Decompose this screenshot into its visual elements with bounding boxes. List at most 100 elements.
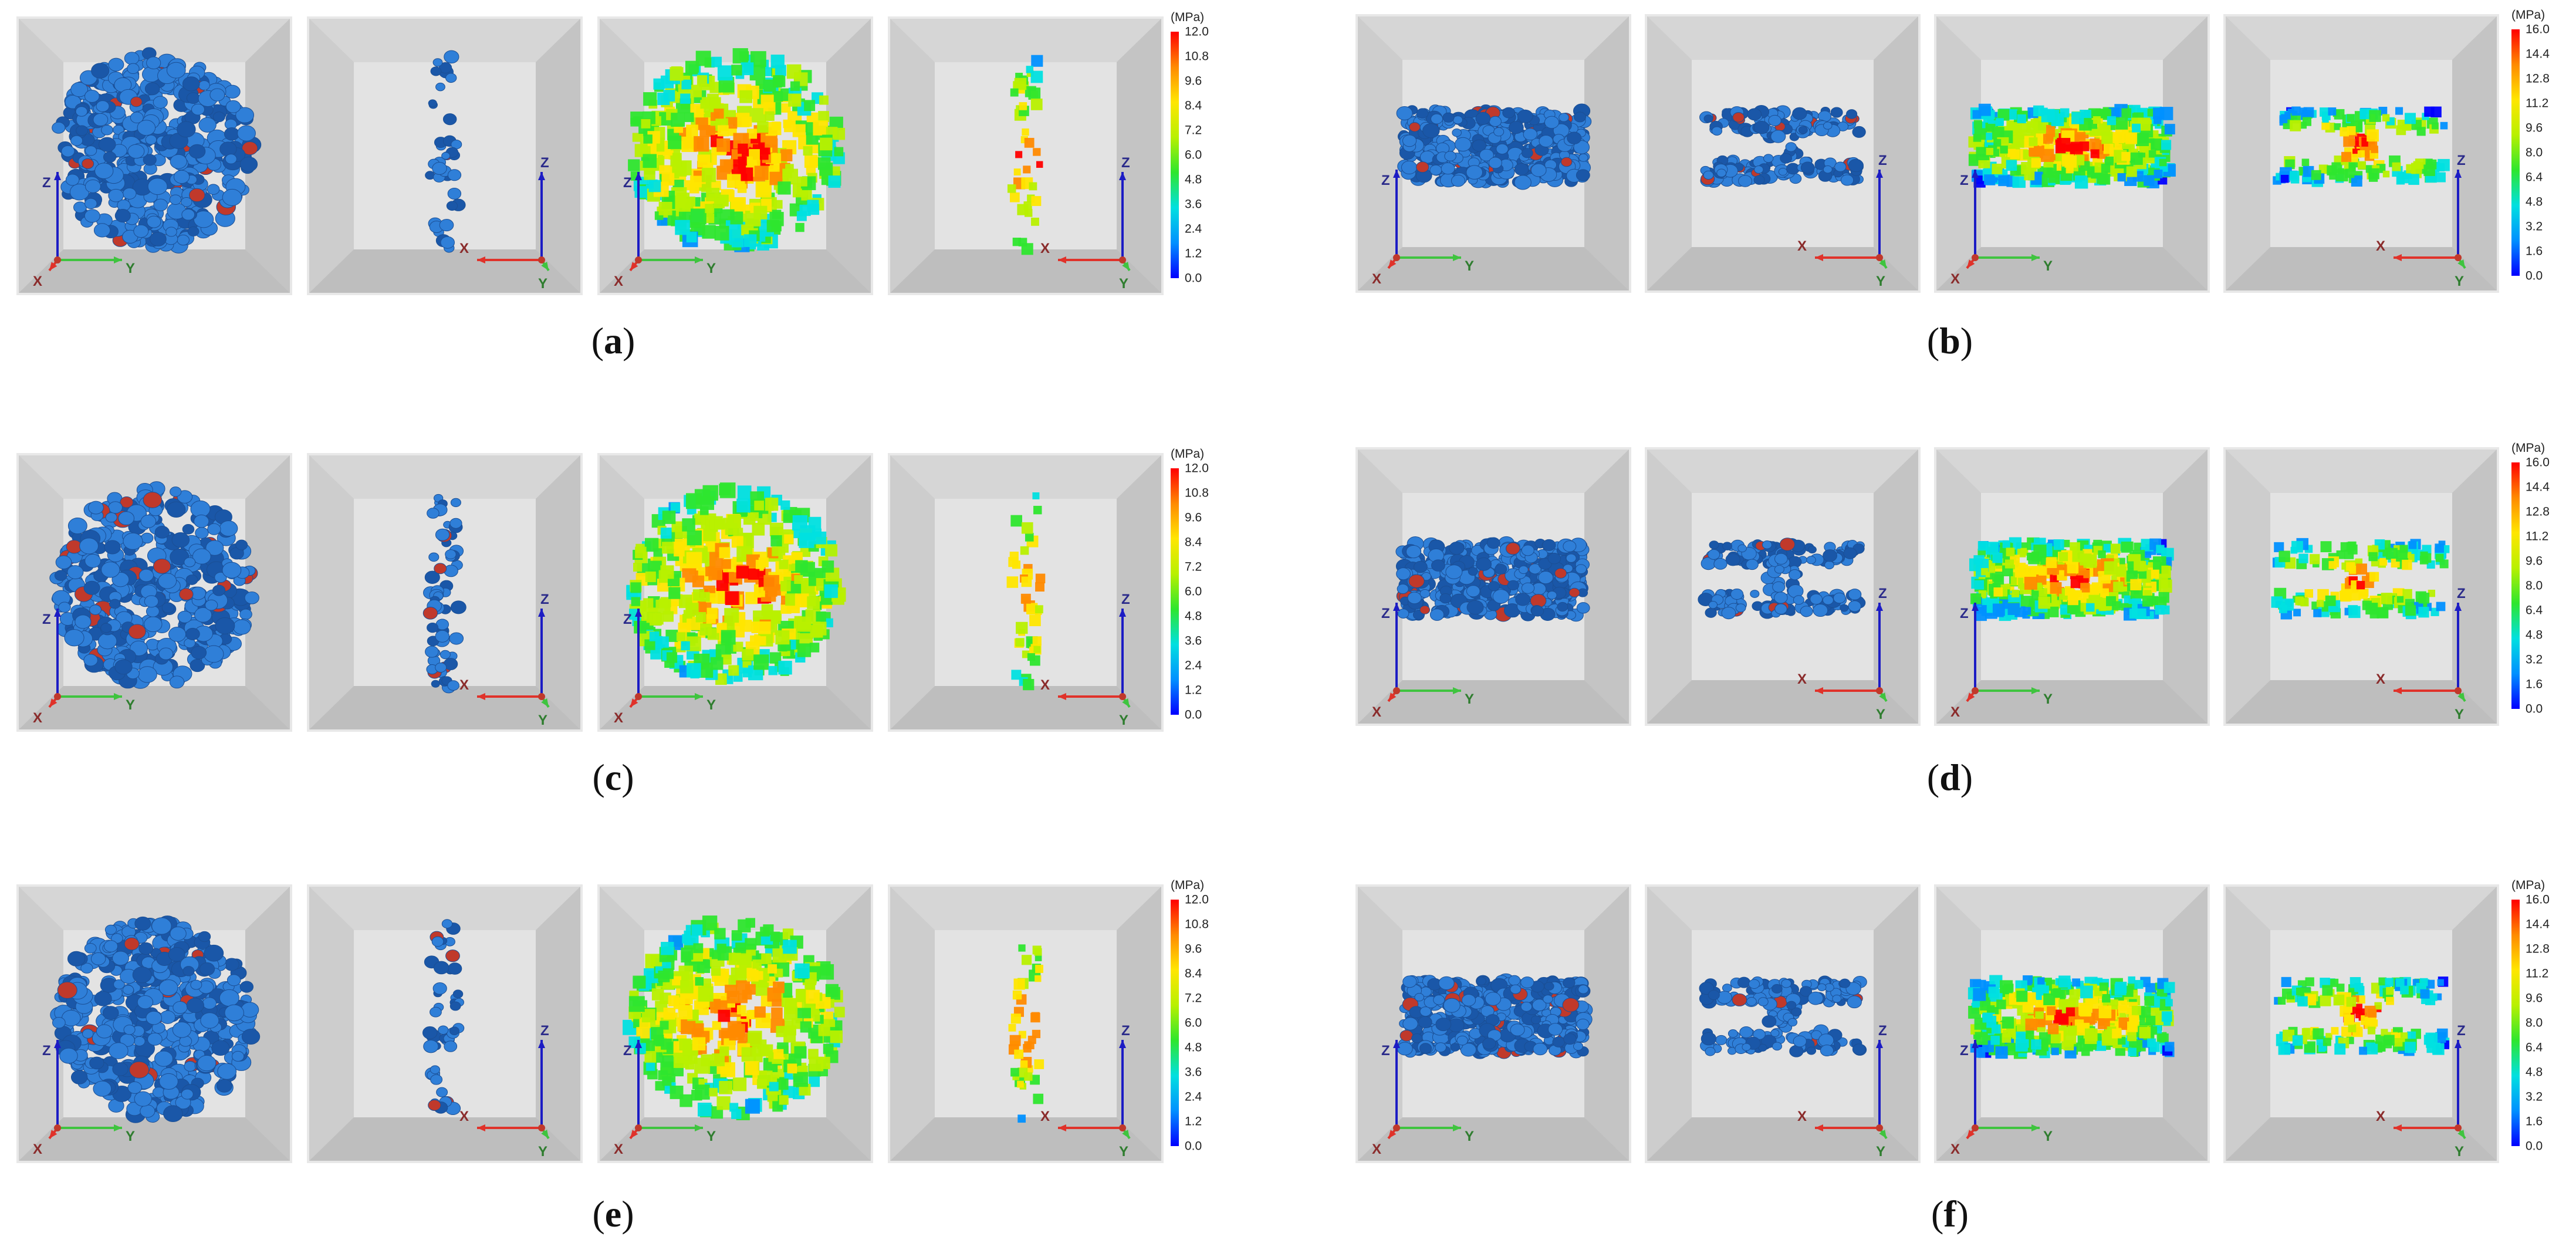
- axis-triad: Z Y X: [33, 1040, 135, 1157]
- y-axis-label: Y: [1876, 273, 1885, 289]
- axis-triad: Z Y X: [1372, 603, 1474, 720]
- colorbar-tick-label: 0.0: [2526, 1139, 2543, 1153]
- colorbar-tick-label: 9.6: [2526, 991, 2543, 1005]
- particle-cloud: [1395, 536, 1590, 622]
- colorbar-tick-label: 1.2: [1185, 1114, 1202, 1128]
- x-axis-label: X: [1950, 1141, 1960, 1157]
- z-axis-label: Z: [1878, 1023, 1887, 1039]
- z-axis-label: Z: [1381, 606, 1390, 621]
- x-axis-label: X: [614, 710, 623, 726]
- panel-caption: (b): [1926, 320, 1973, 361]
- particle-cloud: [1969, 537, 2174, 621]
- particle-cloud: [1397, 973, 1593, 1059]
- z-axis-label: Z: [42, 175, 51, 191]
- particle-cloud: [422, 494, 466, 694]
- view-2-side-deposit: Z X Y: [307, 884, 583, 1163]
- colorbar-tick-label: 9.6: [2526, 121, 2543, 135]
- colorbar-tick-label: 2.4: [1185, 658, 1202, 673]
- colorbar-tick-label: 10.8: [1185, 49, 1209, 63]
- y-axis-label: Y: [538, 1144, 547, 1160]
- particle-cloud: [52, 47, 262, 254]
- z-axis-label: Z: [1381, 173, 1390, 188]
- origin-marker: [635, 1124, 642, 1131]
- x-axis-label: X: [1797, 671, 1807, 687]
- axis-triad: Z Y X: [1950, 170, 2053, 287]
- origin-marker: [54, 693, 61, 700]
- origin-marker: [538, 693, 545, 700]
- x-axis-label: X: [459, 1109, 469, 1124]
- colorbar-tick-label: 8.4: [1185, 967, 1202, 981]
- colorbar-tick-label: 0.0: [1185, 271, 1202, 285]
- particle-cloud: [1008, 944, 1044, 1123]
- particle-cloud: [1699, 105, 1866, 188]
- particle-cloud: [626, 482, 846, 685]
- y-axis-label: Y: [1465, 258, 1474, 274]
- panel-letter: e: [604, 1193, 622, 1235]
- colorbar-gradient: [1171, 32, 1179, 278]
- origin-marker: [1876, 1124, 1883, 1131]
- x-axis-label: X: [33, 710, 42, 726]
- particle-cloud: [1006, 492, 1046, 691]
- colorbar-tick-label: 7.2: [1185, 560, 1202, 574]
- colorbar-tick-label: 12.8: [2526, 505, 2550, 519]
- colorbar-tick-label: 11.2: [2526, 967, 2549, 981]
- x-axis-label: X: [1797, 238, 1807, 254]
- colorbar-gradient: [1171, 468, 1179, 715]
- axis-triad: Z X Y: [459, 155, 550, 292]
- render-box: [1645, 14, 1921, 293]
- axis-triad: Z Y X: [1372, 1040, 1474, 1157]
- axis-triad: Z Y X: [614, 609, 716, 726]
- z-axis-label: Z: [42, 611, 51, 627]
- y-axis-label: Y: [126, 697, 135, 713]
- view-4-side-stress: Z X Y: [2223, 884, 2499, 1163]
- origin-marker: [54, 256, 61, 263]
- particle-cloud: [1968, 975, 2175, 1059]
- z-axis-label: Z: [1878, 586, 1887, 602]
- colorbar-tick-label: 3.2: [2526, 653, 2543, 667]
- colorbar-tick-label: 16.0: [2526, 22, 2550, 36]
- colorbar-tick-label: 14.4: [2526, 47, 2550, 61]
- z-axis-label: Z: [1121, 592, 1130, 607]
- view-1-xyz-deposit: Z Y X: [16, 884, 292, 1163]
- view-2-side-deposit: Z X Y: [1645, 884, 1921, 1163]
- colorbar-tick-label: 4.8: [1185, 173, 1202, 187]
- origin-marker: [1876, 687, 1883, 694]
- colorbar-tick-label: 4.8: [1185, 609, 1202, 623]
- view-3-xyz-stress: Z Y X: [1934, 447, 2210, 726]
- view-4-side-stress: Z X Y: [888, 453, 1164, 732]
- colorbar-tick-label: 1.6: [2526, 677, 2543, 691]
- x-axis-label: X: [33, 273, 42, 289]
- panel-letter: b: [1939, 320, 1960, 361]
- axis-triad: Z Y X: [1372, 170, 1474, 287]
- particle-cloud: [1699, 975, 1867, 1057]
- colorbar-tick-label: 14.4: [2526, 480, 2550, 494]
- origin-marker: [1119, 693, 1126, 700]
- view-3-xyz-stress: Z Y X: [597, 453, 873, 732]
- particle-cloud: [425, 50, 466, 253]
- origin-marker: [1119, 256, 1126, 263]
- colorbar-gradient: [2511, 462, 2520, 709]
- y-axis-label: Y: [2043, 258, 2053, 274]
- colorbar-tick-label: 0.0: [1185, 1139, 1202, 1153]
- z-axis-label: Z: [1960, 1043, 1969, 1059]
- z-axis-label: Z: [1121, 1023, 1130, 1039]
- z-axis-label: Z: [1878, 153, 1887, 168]
- axis-triad: Z X Y: [1797, 1023, 1888, 1160]
- axis-triad: Z X Y: [459, 592, 550, 728]
- y-axis-label: Y: [1465, 691, 1474, 707]
- y-axis-label: Y: [706, 1128, 716, 1144]
- colorbar-tick-label: 6.0: [1185, 148, 1202, 162]
- colorbar-tick-label: 7.2: [1185, 991, 1202, 1005]
- y-axis-label: Y: [1119, 276, 1128, 292]
- panel-caption: (d): [1926, 756, 1973, 798]
- panel-letter: c: [604, 756, 622, 798]
- origin-marker: [1876, 254, 1883, 261]
- colorbar-tick-label: 11.2: [2526, 96, 2549, 110]
- colorbar-tick-label: 4.8: [2526, 195, 2543, 209]
- panel-letter: a: [604, 320, 623, 361]
- view-2-side-deposit: Z X Y: [307, 453, 583, 732]
- x-axis-label: X: [2376, 671, 2385, 687]
- colorbar-tick-label: 1.2: [1185, 246, 1202, 261]
- colorbar-tick-label: 7.2: [1185, 123, 1202, 137]
- colorbar-tick-label: 8.0: [2526, 1016, 2543, 1030]
